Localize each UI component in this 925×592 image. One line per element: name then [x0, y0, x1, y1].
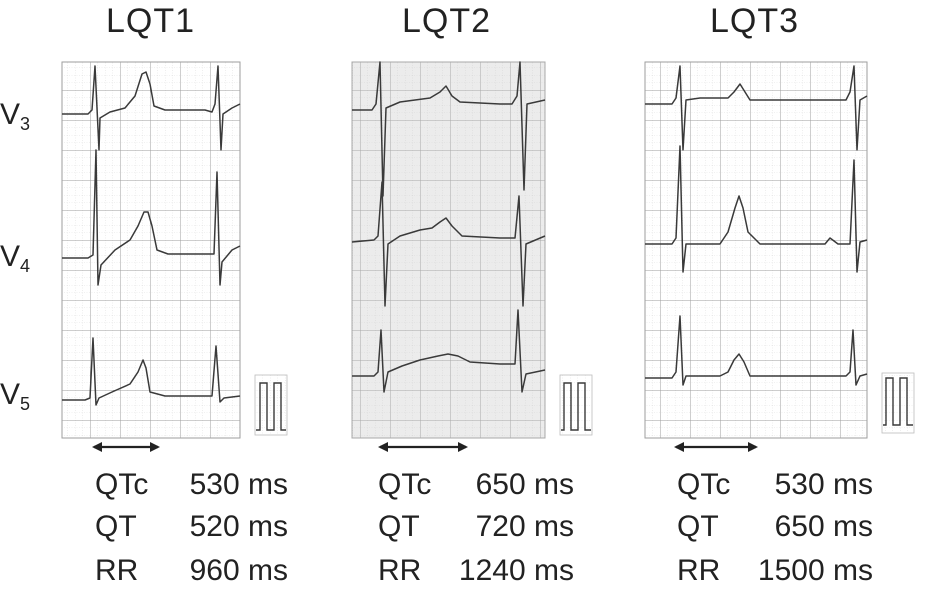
measurement-lqt2-qt: QT 720 ms: [378, 512, 574, 546]
measurement-label: QT: [677, 510, 719, 543]
trace-lqt3-v5: [645, 315, 868, 386]
measurement-lqt3-qt: QT 650 ms: [677, 512, 873, 546]
measurement-lqt2-rr: RR 1240 ms: [378, 556, 574, 590]
calibration-lqt3: [881, 372, 915, 434]
trace-lqt1-v5: [62, 337, 241, 406]
measurement-value: 530 ms: [189, 468, 288, 501]
calibration-lqt2: [559, 374, 593, 436]
trace-lqt2-v4: [351, 181, 546, 307]
measurement-value: 1240 ms: [458, 554, 574, 587]
measurement-value: 650 ms: [475, 468, 574, 501]
measurement-label: QTc: [378, 468, 432, 501]
measurement-label: RR: [677, 554, 721, 587]
measurement-lqt1-qtc: QTc 530 ms: [95, 470, 288, 504]
lead-label-v3: V3: [0, 98, 31, 134]
measurement-value: 530 ms: [774, 468, 873, 501]
trace-lqt3-v4: [645, 145, 868, 273]
lead-label-v5: V5: [0, 378, 31, 414]
grid-lqt3: [644, 61, 868, 439]
measurement-lqt3-qtc: QTc 530 ms: [677, 470, 873, 504]
panel-title-lqt3: LQT3: [710, 2, 800, 40]
measurement-label: QT: [95, 510, 137, 543]
ecg-strips: [61, 61, 915, 452]
measurement-label: QTc: [677, 468, 731, 501]
measurement-value: 960 ms: [189, 554, 288, 587]
trace-lqt2-v3: [352, 61, 546, 197]
panel-title-lqt2: LQT2: [402, 2, 492, 40]
traces-lqt1: [62, 65, 241, 406]
trace-lqt3-v3: [645, 65, 868, 151]
trace-lqt1-v4: [62, 149, 241, 286]
traces-lqt3: [645, 65, 868, 386]
measurement-value: 720 ms: [475, 510, 574, 543]
measurement-label: RR: [378, 554, 422, 587]
measurement-label: QTc: [95, 468, 149, 501]
lead-label-v4: V4: [0, 240, 31, 276]
measurement-value: 520 ms: [189, 510, 288, 543]
measurement-lqt1-qt: QT 520 ms: [95, 512, 288, 546]
measurement-lqt3-rr: RR 1500 ms: [677, 556, 873, 590]
trace-lqt1-v3: [62, 65, 241, 151]
measurement-label: QT: [378, 510, 420, 543]
traces-lqt2: [351, 61, 546, 393]
measurement-lqt1-rr: RR 960 ms: [95, 556, 288, 590]
measurement-value: 1500 ms: [757, 554, 873, 587]
measurement-value: 650 ms: [774, 510, 873, 543]
trace-lqt2-v5: [352, 309, 546, 393]
measurement-label: RR: [95, 554, 139, 587]
measurement-lqt2-qtc: QTc 650 ms: [378, 470, 574, 504]
panel-title-lqt1: LQT1: [106, 2, 196, 40]
calibration-lqt1: [254, 374, 288, 436]
